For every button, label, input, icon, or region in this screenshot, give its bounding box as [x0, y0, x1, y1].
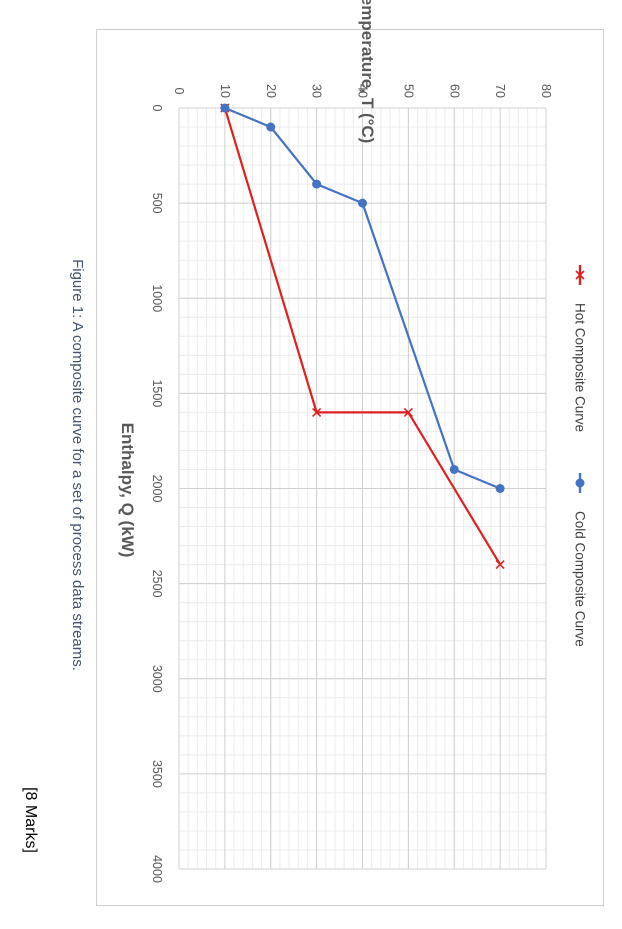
data-point	[495, 484, 505, 493]
y-tick-label: 80	[539, 84, 553, 98]
y-tick-label: 50	[401, 84, 415, 98]
y-tick-label: 70	[493, 84, 507, 98]
legend-item: Cold Composite Curve	[573, 473, 588, 647]
series-layer	[220, 103, 505, 570]
y-tick-label: 10	[218, 84, 232, 98]
legend-label: Cold Composite Curve	[573, 511, 588, 647]
y-tick-label: 20	[264, 84, 278, 98]
x-tick-label: 1000	[150, 284, 164, 312]
x-tick-label: 500	[150, 193, 164, 214]
x-tick-label: 2000	[150, 475, 164, 503]
x-tick-label: 3000	[150, 665, 164, 693]
x-tick-label: 3500	[150, 760, 164, 788]
y-axis-title: Temperature, T (°C)	[358, 0, 377, 143]
figure-caption: Figure 1: A composite curve for a set of…	[69, 259, 86, 671]
data-point	[495, 560, 505, 570]
data-point	[312, 407, 322, 417]
series-line-2	[224, 106, 501, 490]
x-axis-title: Enthalpy, Q (kW)	[118, 423, 137, 558]
x-tick-label: 4000	[150, 855, 164, 883]
data-point	[266, 122, 276, 132]
data-point	[403, 407, 413, 417]
tick-labels: 0 10 20 30 40 50 60 70 80 0 500 1000 1500 2000 2500 300…	[150, 84, 553, 883]
legend-marker	[575, 478, 585, 488]
x-tick-label: 2500	[150, 570, 164, 598]
marks-label: [8 Marks]	[22, 787, 39, 853]
y-tick-label: 30	[310, 84, 324, 98]
grid-lines	[178, 107, 547, 870]
data-point	[358, 198, 367, 208]
y-tick-label: 0	[172, 88, 186, 95]
data-point	[220, 103, 230, 113]
legend: Hot Composite Curve Cold Composite Curve	[573, 265, 588, 647]
x-tick-label: 0	[150, 105, 164, 112]
y-tick-label: 60	[447, 84, 461, 98]
data-point	[449, 464, 459, 474]
data-point	[312, 179, 322, 189]
chart-frame	[96, 29, 604, 906]
series-line-1	[223, 107, 502, 566]
y-tick-label: 40	[356, 84, 370, 98]
legend-item: Hot Composite Curve	[573, 265, 588, 432]
x-tick-label: 1500	[150, 379, 164, 407]
legend-label: Hot Composite Curve	[573, 303, 588, 432]
legend-marker	[575, 270, 585, 280]
